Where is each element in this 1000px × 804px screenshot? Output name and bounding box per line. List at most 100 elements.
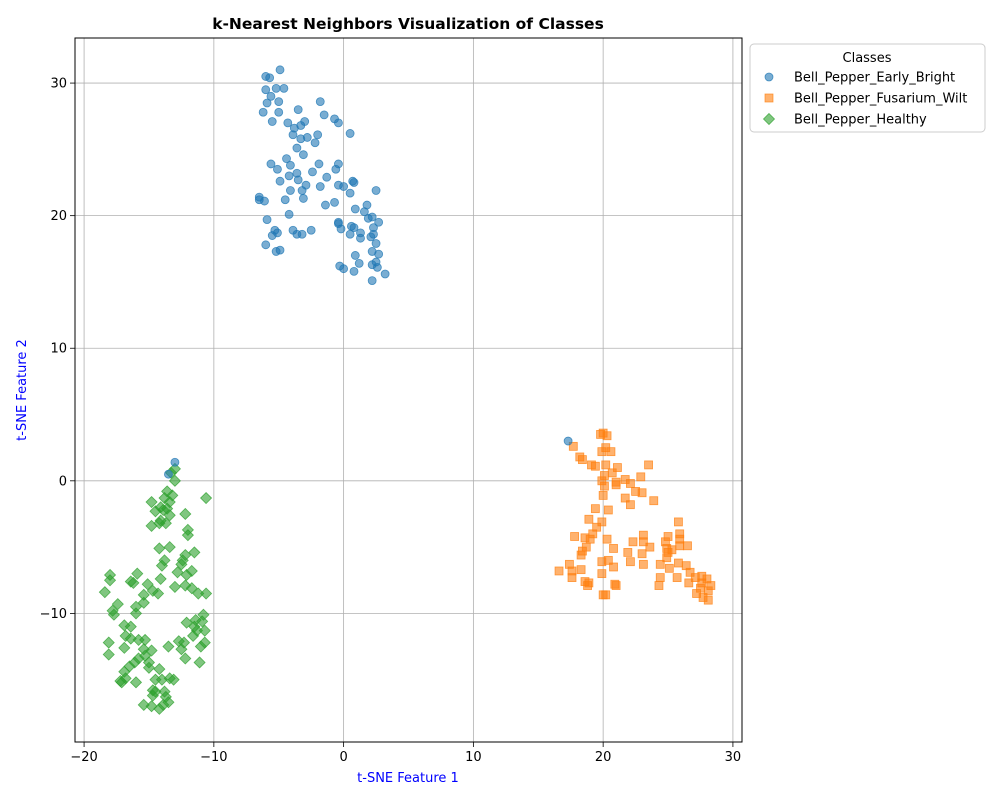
data-point [180, 568, 193, 582]
data-point [193, 656, 206, 669]
data-point [601, 460, 611, 470]
data-point [261, 85, 271, 95]
data-point [314, 159, 324, 169]
x-tick-label: 20 [595, 750, 612, 765]
data-point [644, 460, 653, 470]
data-point [354, 258, 364, 268]
data-point [649, 496, 659, 506]
data-point [567, 573, 577, 583]
data-point [374, 249, 384, 259]
data-point [313, 130, 323, 140]
data-point [685, 567, 695, 577]
legend-label: Bell_Pepper_Healthy [794, 113, 927, 128]
data-point [350, 204, 360, 214]
data-point [262, 98, 272, 108]
data-point [371, 186, 381, 195]
data-point [568, 441, 578, 451]
data-point [198, 624, 211, 637]
x-axis-label: t-SNE Feature 1 [357, 771, 459, 786]
y-tick-label: −10 [40, 607, 67, 622]
data-point [606, 447, 616, 457]
data-point [600, 481, 609, 491]
legend-marker [764, 72, 774, 82]
data-point [675, 541, 685, 551]
data-point [273, 164, 282, 174]
data-point [124, 620, 137, 633]
data-point [167, 673, 180, 686]
data-point [372, 262, 382, 272]
data-point [655, 573, 665, 583]
data-point [188, 546, 201, 559]
x-tick-label: −20 [70, 750, 97, 765]
data-point [163, 509, 176, 522]
data-point [684, 578, 694, 588]
legend-entries: Bell_Pepper_Early_Bright Bell_Pepper_Fusa… [762, 71, 967, 128]
data-point [131, 567, 144, 580]
data-point [636, 472, 646, 482]
data-point [199, 587, 213, 600]
data-point [374, 217, 384, 227]
data-point [275, 245, 285, 255]
data-point [626, 500, 635, 510]
data-point [266, 91, 276, 101]
y-tick-label: 30 [50, 77, 67, 92]
legend-frame [749, 43, 986, 133]
data-point [275, 65, 285, 75]
data-point [336, 224, 346, 234]
data-point [597, 517, 607, 527]
legend-marker [764, 93, 774, 103]
x-tick-label: −10 [200, 750, 227, 765]
data-point [598, 491, 608, 500]
data-point [315, 97, 325, 107]
data-point [306, 225, 316, 235]
data-point [155, 559, 169, 572]
data-point [153, 542, 166, 555]
data-point [330, 197, 339, 207]
data-point [127, 576, 140, 589]
y-tick-label: 0 [59, 474, 67, 489]
data-point [602, 534, 612, 544]
axis-ticks: −20 −10 0 10 20 30 −10 0 10 20 30 [40, 77, 742, 765]
data-point [585, 534, 595, 544]
data-point [321, 200, 330, 210]
data-point [349, 178, 359, 187]
data-point [315, 182, 325, 191]
chart-title: k-Nearest Neighbors Visualization of Cla… [212, 15, 604, 33]
data-point [175, 558, 188, 571]
data-point [280, 195, 290, 205]
data-point [611, 480, 621, 490]
data-point [115, 676, 128, 689]
data-point [298, 194, 308, 203]
data-point [655, 559, 665, 569]
data-point [637, 488, 647, 498]
data-point [296, 134, 306, 144]
data-point [620, 493, 630, 503]
data-point [628, 537, 638, 547]
data-point [153, 702, 166, 715]
data-point [164, 469, 173, 479]
data-point [554, 566, 564, 576]
data-point [349, 223, 359, 232]
y-tick-label: 20 [50, 209, 67, 224]
data-point [626, 479, 635, 488]
data-point [163, 541, 176, 554]
data-point [151, 587, 165, 600]
data-point [611, 581, 621, 590]
data-point [288, 130, 298, 140]
data-point [319, 110, 329, 120]
data-point [590, 504, 600, 514]
data-point [284, 209, 294, 219]
y-axis-label: t-SNE Feature 2 [15, 339, 30, 441]
data-point [626, 557, 635, 567]
data-point [298, 150, 308, 160]
data-point [576, 550, 586, 560]
data-point [664, 563, 674, 573]
data-point [275, 176, 285, 186]
data-point [310, 138, 320, 148]
data-point [284, 171, 294, 181]
data-point [267, 117, 277, 126]
data-point [683, 541, 692, 551]
data-point [145, 495, 158, 509]
